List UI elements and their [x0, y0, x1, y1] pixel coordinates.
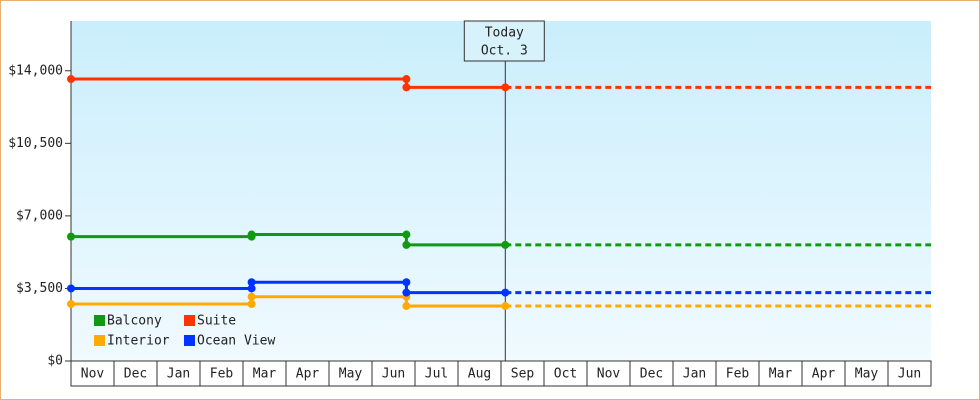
x-tick-label: Feb: [726, 367, 750, 382]
data-point: [402, 75, 411, 84]
legend-swatch: [94, 315, 105, 326]
legend-label: Ocean View: [197, 334, 275, 349]
today-label: Today: [485, 26, 524, 41]
x-tick-label: Apr: [812, 367, 836, 382]
data-point: [247, 292, 256, 301]
x-tick-label: Nov: [81, 367, 105, 382]
legend-swatch: [184, 315, 195, 326]
data-point: [402, 83, 411, 92]
data-point: [402, 230, 411, 239]
x-tick-label: Mar: [253, 367, 277, 382]
x-tick-label: Aug: [468, 367, 491, 382]
y-tick-label: $10,500: [8, 136, 63, 151]
series-line: [71, 233, 506, 247]
x-tick-label: Jan: [167, 367, 190, 382]
y-tick-label: $3,500: [16, 281, 63, 296]
legend-swatch: [94, 335, 105, 346]
x-tick-label: Jun: [898, 367, 921, 382]
y-tick-label: $0: [47, 354, 63, 369]
data-point: [67, 284, 75, 293]
legend-swatch: [184, 335, 195, 346]
legend-label: Interior: [107, 334, 170, 349]
x-tick-label: May: [339, 367, 363, 382]
legend-label: Balcony: [107, 314, 162, 329]
series-line: [71, 280, 506, 295]
x-tick-label: Jun: [382, 367, 405, 382]
today-box: [463, 20, 545, 62]
x-tick-label: Sep: [511, 367, 535, 382]
data-point: [402, 240, 411, 249]
data-point: [67, 299, 75, 308]
x-tick-label: Mar: [769, 367, 793, 382]
data-point: [402, 302, 411, 311]
x-tick-label: Jul: [425, 367, 448, 382]
x-tick-label: Oct: [554, 367, 577, 382]
series-line: [71, 77, 506, 89]
x-tick-label: Nov: [597, 367, 621, 382]
y-tick-label: $14,000: [8, 63, 63, 78]
plot-area: [71, 21, 931, 361]
data-point: [501, 240, 510, 249]
data-point: [247, 284, 256, 293]
x-tick-label: Dec: [124, 367, 147, 382]
data-point: [247, 230, 256, 239]
legend-label: Suite: [197, 314, 236, 329]
x-tick-label: Jan: [683, 367, 706, 382]
x-tick-label: Apr: [296, 367, 320, 382]
data-point: [501, 302, 510, 311]
data-point: [247, 278, 256, 287]
x-tick-label: Feb: [210, 367, 234, 382]
x-tick-label: May: [855, 367, 879, 382]
today-date: Oct. 3: [481, 44, 528, 59]
x-tick-label: Dec: [640, 367, 663, 382]
data-point: [501, 288, 510, 297]
series-line: [71, 295, 506, 308]
data-point: [67, 75, 75, 84]
data-point: [247, 299, 256, 308]
data-point: [67, 232, 75, 241]
y-tick-label: $7,000: [16, 208, 63, 223]
data-point: [501, 83, 510, 92]
data-point: [402, 288, 411, 297]
data-point: [402, 278, 411, 287]
